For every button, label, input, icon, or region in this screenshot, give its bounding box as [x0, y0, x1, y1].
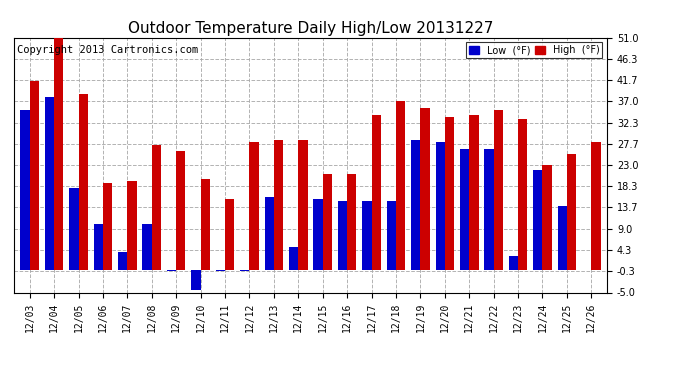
Bar: [509, 256, 518, 270]
Bar: [225, 199, 235, 270]
Bar: [118, 252, 128, 270]
Bar: [274, 140, 283, 270]
Bar: [484, 149, 493, 270]
Bar: [152, 144, 161, 270]
Bar: [54, 38, 63, 270]
Bar: [264, 197, 274, 270]
Bar: [250, 142, 259, 270]
Bar: [435, 142, 445, 270]
Bar: [103, 183, 112, 270]
Bar: [591, 142, 600, 270]
Bar: [167, 270, 176, 271]
Bar: [567, 154, 576, 270]
Bar: [216, 270, 225, 271]
Bar: [176, 152, 186, 270]
Bar: [396, 101, 405, 270]
Bar: [323, 174, 332, 270]
Legend: Low  (°F), High  (°F): Low (°F), High (°F): [466, 42, 602, 58]
Bar: [518, 120, 527, 270]
Bar: [460, 149, 469, 270]
Bar: [362, 201, 371, 270]
Title: Outdoor Temperature Daily High/Low 20131227: Outdoor Temperature Daily High/Low 20131…: [128, 21, 493, 36]
Bar: [240, 270, 250, 271]
Bar: [79, 94, 88, 270]
Bar: [128, 181, 137, 270]
Bar: [411, 140, 420, 270]
Bar: [420, 108, 430, 270]
Bar: [469, 115, 478, 270]
Bar: [533, 170, 542, 270]
Bar: [45, 97, 54, 270]
Bar: [445, 117, 454, 270]
Bar: [201, 178, 210, 270]
Bar: [338, 201, 347, 270]
Bar: [371, 115, 381, 270]
Bar: [69, 188, 79, 270]
Bar: [313, 199, 323, 270]
Bar: [289, 247, 298, 270]
Bar: [558, 206, 567, 270]
Bar: [30, 81, 39, 270]
Bar: [493, 110, 503, 270]
Bar: [191, 270, 201, 290]
Bar: [386, 201, 396, 270]
Bar: [542, 165, 552, 270]
Bar: [143, 224, 152, 270]
Text: Copyright 2013 Cartronics.com: Copyright 2013 Cartronics.com: [17, 45, 198, 55]
Bar: [94, 224, 103, 270]
Bar: [347, 174, 357, 270]
Bar: [298, 140, 308, 270]
Bar: [21, 110, 30, 270]
